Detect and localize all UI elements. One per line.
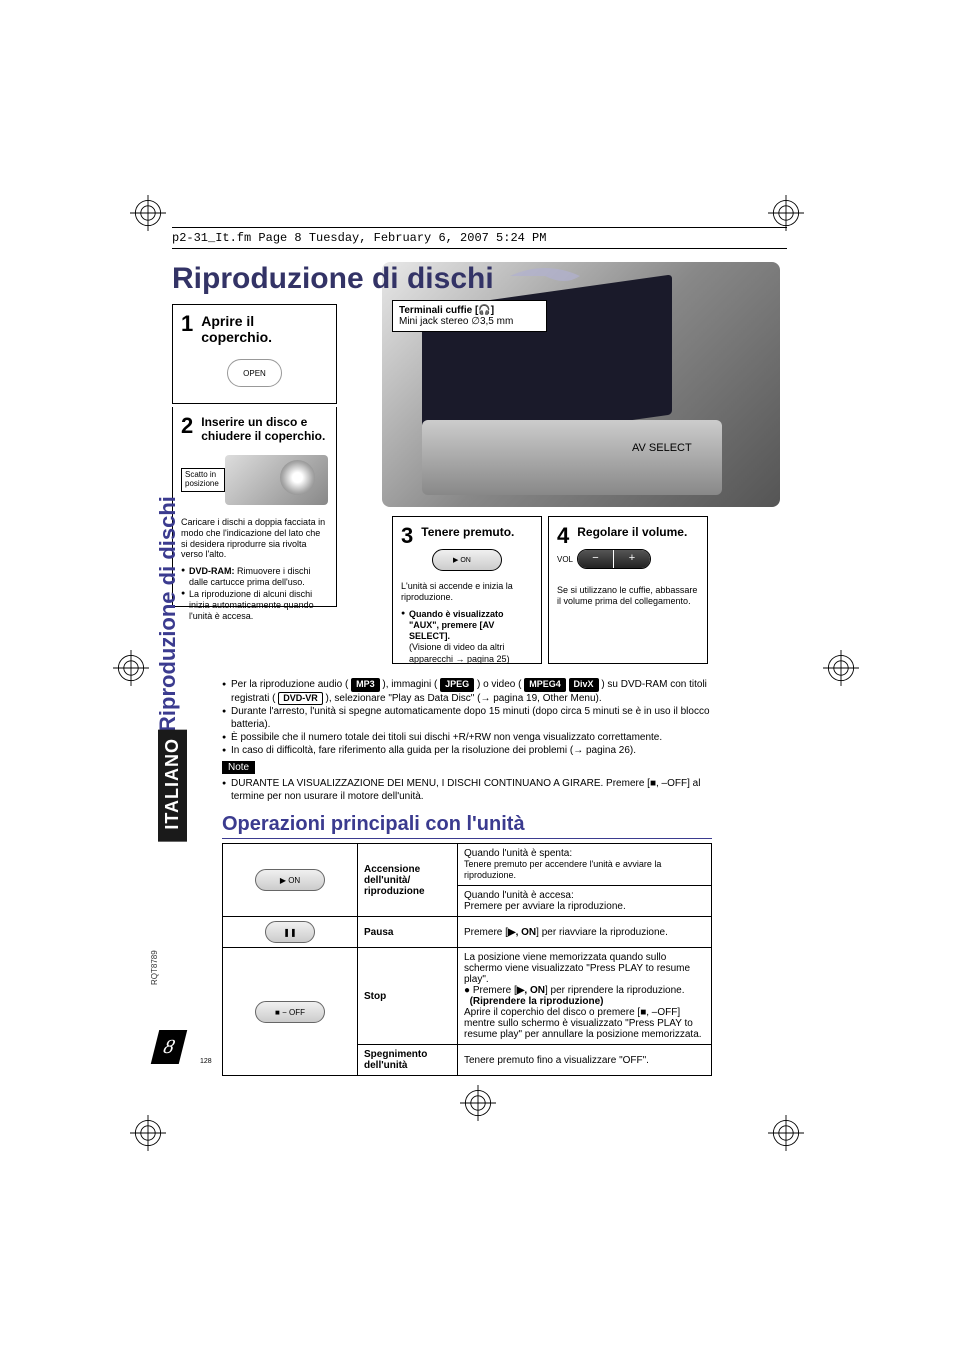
body-note-2: Durante l'arresto, l'unità si spegne aut… [222,705,712,731]
r1d1b: Tenere premuto per accendere l'unità e a… [464,859,661,880]
mp3-pill: MP3 [351,678,380,692]
operations-title: Operazioni principali con l'unità [222,813,712,839]
table-row: ❚❚ Pausa Premere [▶, ON] per riavviare l… [223,917,712,948]
bn1a: Per la riproduzione audio ( [231,679,348,690]
registration-mark-icon [823,650,859,686]
r3d2c: ] per riprendere la riproduzione. [545,985,685,996]
table-row: ■ − OFF Stop La posizione viene memorizz… [223,948,712,1045]
body-note-5: DURANTE LA VISUALIZZAZIONE DEI MENU, I D… [222,777,712,803]
step-2-title: Inserire un disco e chiudere il coperchi… [181,413,328,443]
row-desc: Quando l'unità è spenta: Tenere premuto … [458,844,712,886]
stop-off-button-icon: ■ − OFF [255,1001,325,1023]
row-desc: Tenere premuto fino a visualizzare "OFF"… [458,1045,712,1076]
registration-mark-icon [768,195,804,231]
registration-mark-icon [130,1115,166,1151]
step-2-load-note: Caricare i dischi a doppia facciata in m… [181,517,328,560]
pause-button-icon: ❚❚ [265,921,315,943]
volume-buttons-icon: − + [577,549,651,569]
bn1c: ) o video ( [477,679,521,690]
r2b: ▶, ON [508,927,536,938]
aux-note-bold: Quando è visualizzato "AUX", premere [AV… [409,609,504,642]
body-note-1: Per la riproduzione audio ( MP3 ), immag… [222,678,712,705]
step-3-note-2: Quando è visualizzato "AUX", premere [AV… [401,609,533,665]
vol-label: VOL [557,555,573,564]
side-tab: Riproduzione di dischi [155,496,181,732]
title-text: Riproduzione di dischi [172,262,494,295]
row-desc: Quando l'unità è accesa: Premere per avv… [458,886,712,917]
language-tab: ITALIANO [158,730,187,842]
mpeg4-pill: MPEG4 [524,678,566,692]
scatto-label: Scatto in posizione [181,468,225,492]
r3d2b: ▶, ON [517,985,545,996]
step-3-note-1: L'unità si accende e inizia la riproduzi… [401,581,533,603]
step-4-box: 4 Regolare il volume. VOL − + Se si util… [548,516,708,664]
step-4-title: Regolare il volume. [557,523,699,539]
row-name: Pausa [358,917,458,948]
dvd-ram-label: DVD-RAM: [189,566,235,576]
r1d2a: Quando l'unità è accesa: [464,890,574,901]
page-title: Riproduzione di dischi [172,262,787,296]
r1d2b: Premere per avviare la riproduzione. [464,901,626,912]
file-header: p2-31_It.fm Page 8 Tuesday, February 6, … [172,227,787,249]
sub-page-number: 128 [200,1058,212,1065]
step-3-num: 3 [401,523,413,549]
body-note-3: È possibile che il numero totale dei tit… [222,731,712,744]
step-2-box: 2 Inserire un disco e chiudere il coperc… [172,407,337,607]
step-2-num: 2 [181,413,193,439]
r2a: Premere [ [464,927,508,938]
row-name: Spegnimento dell'unità [358,1045,458,1076]
row-desc: Premere [▶, ON] per riavviare la riprodu… [458,917,712,948]
step-1-box: 1 Aprire il coperchio. OPEN [172,304,337,404]
body-note-4: In caso di difficoltà, fare riferimento … [222,744,712,757]
divx-pill: DivX [569,678,599,692]
step-3-title: Tenere premuto. [401,523,533,539]
title-swoosh-icon [510,262,580,296]
aux-note-sub: (Visione di video da altri apparecchi → … [409,642,510,663]
step-1-num: 1 [181,311,193,337]
registration-mark-icon [113,650,149,686]
page-number: 8 [151,1030,187,1064]
doc-code: RQT8789 [150,950,159,985]
registration-mark-icon [768,1115,804,1151]
r3d4: Aprire il coperchio del disco o premere … [464,1007,702,1040]
step-4-num: 4 [557,523,569,549]
on-button-icon [432,549,502,571]
step-1-title: Aprire il coperchio. [181,311,328,345]
open-button-icon: OPEN [227,359,282,387]
r3d2a: ● Premere [ [464,985,517,996]
step-3-box: 3 Tenere premuto. L'unità si accende e i… [392,516,542,664]
jpeg-pill: JPEG [440,678,474,692]
operations-table: ▶ ON Accensione dell'unità/ riproduzione… [222,843,712,1076]
dvdvr-pill: DVD-VR [278,692,323,706]
bn1b: ), immagini ( [382,679,437,690]
side-tab-text: Riproduzione di dischi [155,496,180,732]
table-row: ▶ ON Accensione dell'unità/ riproduzione… [223,844,712,886]
step-2-bullet-2: La riproduzione di alcuni dischi inizia … [181,589,328,623]
row-desc: La posizione viene memorizzata quando su… [458,948,712,1045]
registration-mark-icon [130,195,166,231]
step-4-note: Se si utilizzano le cuffie, abbassare il… [557,585,699,607]
row-name: Accensione dell'unità/ riproduzione [358,844,458,917]
row-name: Stop [358,948,458,1045]
vol-minus-icon: − [578,550,614,568]
vol-plus-icon: + [614,550,650,568]
disc-player-icon [225,455,328,505]
r3d1: La posizione viene memorizzata quando su… [464,952,690,985]
note-tag: Note [222,761,255,774]
play-on-button-icon: ▶ ON [255,869,325,891]
r2c: ] per riavviare la riproduzione. [536,927,668,938]
r1d1a: Quando l'unità è spenta: [464,848,572,859]
bn1e: ), selezionare "Play as Data Disc" (→ pa… [326,693,602,704]
step-2-bullet-1: DVD-RAM: Rimuovere i dischi dalle cartuc… [181,566,328,589]
r3d3: (Riprendere la riproduzione) [470,996,604,1007]
registration-mark-icon [460,1085,496,1121]
